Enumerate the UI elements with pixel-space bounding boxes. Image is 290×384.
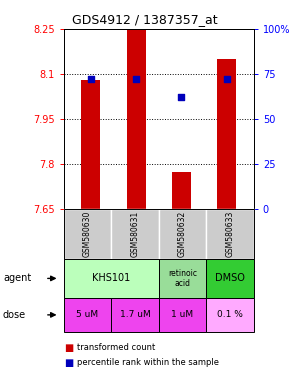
Text: agent: agent: [3, 273, 31, 283]
Text: GSM580632: GSM580632: [178, 211, 187, 257]
Text: percentile rank within the sample: percentile rank within the sample: [77, 358, 219, 367]
Point: [224, 76, 229, 83]
Text: GSM580633: GSM580633: [226, 211, 235, 257]
Text: transformed count: transformed count: [77, 343, 155, 352]
Text: GDS4912 / 1387357_at: GDS4912 / 1387357_at: [72, 13, 218, 26]
Bar: [217, 59, 236, 209]
Bar: [172, 172, 191, 209]
Point: [179, 94, 184, 101]
Text: DMSO: DMSO: [215, 273, 245, 283]
Text: 1 uM: 1 uM: [171, 310, 194, 319]
Text: GSM580630: GSM580630: [83, 211, 92, 257]
Point: [89, 76, 93, 83]
Bar: [81, 80, 100, 209]
Text: 5 uM: 5 uM: [77, 310, 99, 319]
Point: [134, 76, 139, 83]
Text: 0.1 %: 0.1 %: [217, 310, 243, 319]
Text: retinoic
acid: retinoic acid: [168, 269, 197, 288]
Text: GSM580631: GSM580631: [130, 211, 139, 257]
Text: ■: ■: [64, 358, 73, 368]
Bar: [127, 30, 146, 209]
Text: dose: dose: [3, 310, 26, 320]
Text: 1.7 uM: 1.7 uM: [120, 310, 151, 319]
Text: ■: ■: [64, 343, 73, 353]
Text: KHS101: KHS101: [92, 273, 130, 283]
